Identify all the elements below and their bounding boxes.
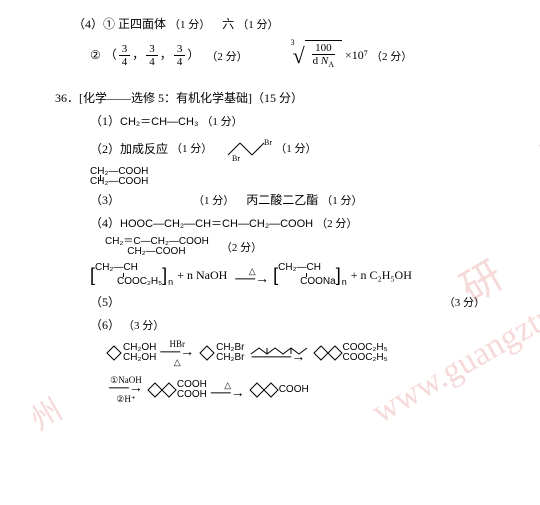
spiro-icon (249, 381, 279, 399)
struct-line: COONa (300, 277, 336, 287)
struct-line: COOH (177, 390, 207, 400)
struct-line: CH₂Br (216, 353, 244, 363)
skeletal-structure-icon: Br Br (224, 135, 272, 161)
answer-text: 加成反应 (120, 140, 168, 157)
label: （3） (90, 191, 120, 208)
answer-text: 六 (222, 17, 234, 31)
label: （1） (90, 112, 120, 129)
q36-p3b: （3） （1 分） 丙二酸二乙酯 （1 分） (90, 191, 485, 208)
reaction-arrow-icon: ────→ (249, 344, 309, 362)
tail-expr: ×10⁷ (345, 48, 368, 63)
score: （1 分） (169, 19, 210, 31)
cube-root-expr: 3 √ 100d NA (293, 40, 342, 71)
score: （2 分） (371, 48, 412, 64)
score: （1 分） (237, 19, 278, 31)
score: （1 分） (321, 192, 362, 208)
svg-text:Br: Br (264, 138, 272, 147)
frac-num: 3 (146, 43, 158, 56)
arrow-condition: ②H⁺ (116, 394, 135, 404)
polymer-product: [ CH₂—CHCOONa ]n (273, 263, 347, 287)
reaction-arrow-icon: ①NaOH──→②H⁺ (109, 375, 143, 403)
svg-text:Br: Br (232, 154, 240, 161)
struct-line: CH₂—CH (278, 263, 321, 273)
score: （1 分） (275, 140, 316, 156)
label: （4）① (73, 17, 115, 31)
q36-p6-head: （6） （3 分） (90, 316, 485, 333)
reaction-arrow-icon: △──→ (235, 266, 269, 284)
chem-formula: HOOC—CH₂—CH＝CH—CH₂—COOH (120, 215, 313, 231)
q36-p5: [ CH₂—CHCOOC₂H₅ ]n + n NaOH △──→ [ CH₂—C… (90, 263, 485, 287)
label: ② (90, 48, 101, 63)
chem-structure: CH₂BrCH₂Br (198, 343, 244, 363)
q36-p6-step2: ①NaOH──→②H⁺ COOHCOOH △──→ COOH (105, 375, 485, 403)
q36-p4b: CH₂＝C—CH₂—COOH CH₂—COOH （2 分） (105, 237, 485, 257)
chem-structure: COOH (249, 381, 309, 399)
score: （1 分） (201, 113, 242, 129)
score: （2 分） (206, 48, 247, 64)
spiro-icon (313, 344, 343, 362)
chem-structure: COOHCOOH (147, 380, 207, 400)
answer-text: 正四面体 (118, 17, 166, 31)
polymer-reactant: [ CH₂—CHCOOC₂H₅ ]n (90, 263, 173, 287)
plus-reagent: + n NaOH (177, 268, 227, 283)
label: （2） (90, 140, 120, 157)
arrow-condition: △ (174, 357, 181, 367)
score: （3 分） (444, 294, 485, 310)
score: （2 分） (221, 239, 262, 255)
struct-line: CH₂—COOH (105, 247, 186, 257)
cyclobutane-icon (105, 344, 123, 362)
score: （1 分） (193, 192, 234, 208)
score: （2 分） (316, 215, 357, 231)
frac-den: 4 (174, 56, 186, 68)
score: （1 分） (171, 140, 212, 156)
cyclobutane-icon (198, 344, 216, 362)
struct-line: COOH (279, 384, 309, 395)
reaction-arrow-icon: HBr──→△ (160, 339, 194, 367)
struct-line: COOC₂H₅ (117, 277, 162, 287)
page-body: （4）① 正四面体（1 分） 六（1 分） ② （34，34，34） （2 分）… (0, 0, 540, 420)
q36-heading: 36．[化学——选修 5：有机化学基础]（15 分） (55, 89, 485, 106)
q36-p1: （1） CH₂＝CH—CH₃ （1 分） (90, 112, 485, 129)
frac-den: 4 (146, 56, 158, 68)
q36-p4: （4） HOOC—CH₂—CH＝CH—CH₂—COOH （2 分） (90, 214, 485, 231)
q36-p2: （2） 加成反应 （1 分） Br Br （1 分） (90, 135, 485, 161)
label: （5） (90, 293, 120, 310)
frac-den: 4 (119, 56, 131, 68)
frac-num: 3 (119, 43, 131, 56)
chem-formula: CH₂＝CH—CH₃ (120, 113, 198, 129)
chem-structure: COOC₂H₅COOC₂H₅ (313, 343, 388, 363)
reaction-arrow-icon: △──→ (211, 380, 245, 398)
prev-q4-line2: ② （34，34，34） （2 分） 3 √ 100d NA ×10⁷ （2 分… (90, 40, 485, 71)
chem-structure: CH₂OHCH₂OH (105, 343, 156, 363)
frac-den: d NA (310, 55, 337, 70)
plus-product: + n C₂H₅OH (351, 268, 412, 283)
spiro-icon (147, 381, 177, 399)
q36-p3: CH₂—COOH CH₂—COOH (90, 167, 485, 187)
struct-line: CH₂—CH (95, 263, 138, 273)
chem-structure: CH₂＝C—CH₂—COOH CH₂—COOH (105, 237, 209, 257)
prev-q4-line1: （4）① 正四面体（1 分） 六（1 分） (73, 15, 485, 32)
struct-line: CH₂—COOH (90, 177, 148, 187)
chem-structure: CH₂—COOH CH₂—COOH (90, 167, 148, 187)
label: （6） (90, 316, 120, 333)
struct-line: COOC₂H₅ (343, 353, 388, 363)
label: （4） (90, 214, 120, 231)
compound-name: 丙二酸二乙酯 (246, 191, 318, 208)
struct-line: CH₂OH (123, 353, 156, 363)
coord-tuple: （34，34，34） (105, 43, 200, 68)
q36-p5-label: （5） （3 分） (90, 293, 485, 310)
q36-p6-step1: CH₂OHCH₂OH HBr──→△ CH₂BrCH₂Br ────→ COOC… (105, 339, 485, 367)
root-index: 3 (291, 38, 295, 47)
score: （3 分） (123, 317, 164, 333)
frac-num: 3 (174, 43, 186, 56)
frac-num: 100 (312, 42, 335, 55)
